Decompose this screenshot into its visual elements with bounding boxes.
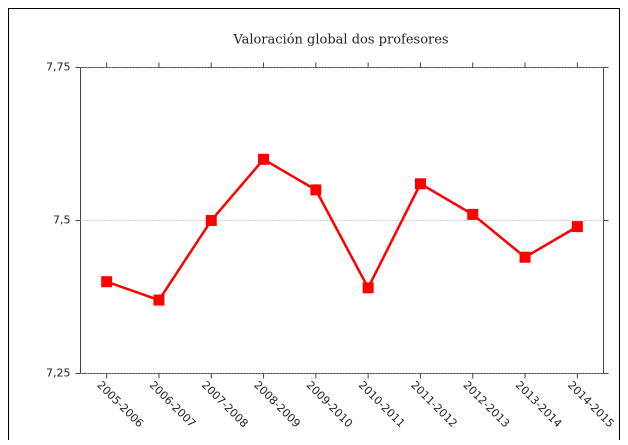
y-tick-label: 7,75 <box>46 61 71 74</box>
marker <box>205 215 217 226</box>
marker <box>362 282 374 294</box>
marker <box>310 184 322 196</box>
marker <box>153 294 165 306</box>
marker <box>571 221 583 233</box>
y-tick-label: 7,5 <box>53 214 71 227</box>
y-tick-label: 7,25 <box>46 367 71 380</box>
series-line <box>106 157 578 302</box>
chart-title: Valoración global dos profesores <box>232 33 448 48</box>
marker <box>414 178 426 190</box>
marker <box>101 276 113 288</box>
marker <box>258 153 270 165</box>
marker <box>467 208 479 220</box>
marker <box>519 251 531 263</box>
chart-frame <box>8 8 620 445</box>
